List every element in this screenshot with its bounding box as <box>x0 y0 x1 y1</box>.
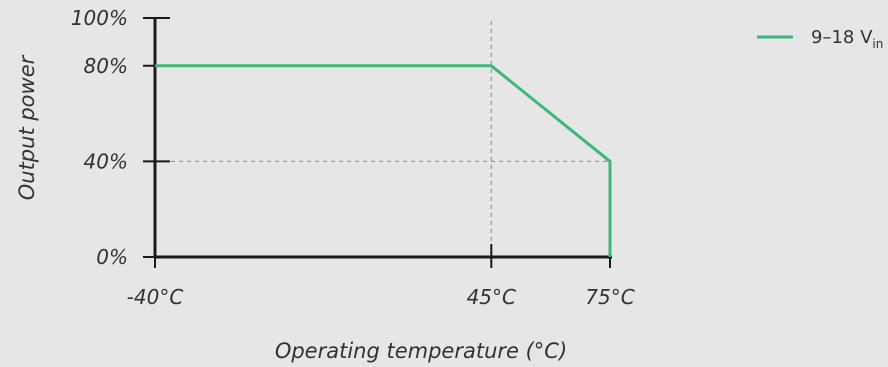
y-axis-title: Output power <box>15 54 39 200</box>
y-tick-label: 80% <box>84 54 128 78</box>
axes <box>143 17 612 268</box>
y-tick-label: 0% <box>96 245 128 269</box>
legend-label-main: 9–18 V <box>811 27 873 48</box>
x-tick-label: -40°C <box>127 285 184 309</box>
x-tick-label: 75°C <box>585 285 634 309</box>
legend-label: 9–18 Vin <box>811 27 883 51</box>
legend: 9–18 Vin <box>757 27 883 51</box>
reference-lines <box>155 18 610 257</box>
tick-labels: 0% 40% 80% 100% -40°C 45°C 75°C <box>71 6 635 309</box>
y-tick-label: 40% <box>84 149 128 173</box>
series-lines <box>154 64 612 258</box>
series-line-0 <box>155 64 612 257</box>
y-tick-label: 100% <box>71 6 128 30</box>
x-axis-title: Operating temperature (°C) <box>275 339 567 363</box>
legend-label-subscript: in <box>872 37 883 51</box>
x-tick-label: 45°C <box>467 285 516 309</box>
